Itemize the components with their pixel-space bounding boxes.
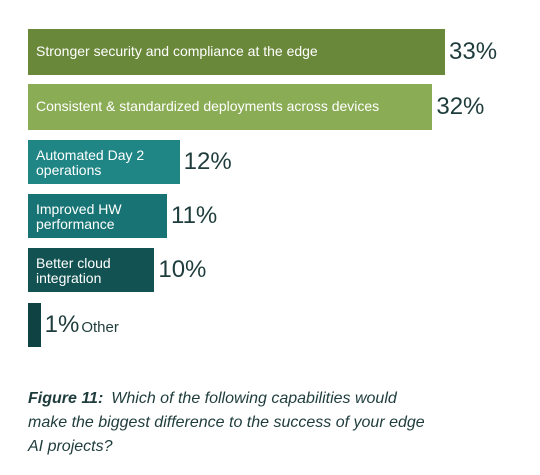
bar-chart: Stronger security and compliance at the … xyxy=(28,29,497,347)
value-percent: 10% xyxy=(158,256,207,283)
bar: Stronger security and compliance at the … xyxy=(28,29,445,75)
value-label: 1% Other xyxy=(45,312,119,341)
bar: Improved HW performance xyxy=(28,194,167,238)
bar-label: Automated Day 2 operations xyxy=(36,147,145,178)
value-label: 33% xyxy=(449,39,497,65)
value-percent: 1% xyxy=(44,311,80,338)
bar-label: Consistent & standardized deployments ac… xyxy=(36,98,380,114)
value-label: 10% xyxy=(158,257,206,283)
bar: Automated Day 2 operations xyxy=(28,140,180,184)
bar: Better cloud integration xyxy=(28,248,155,292)
bar: Consistent & standardized deployments ac… xyxy=(28,84,433,130)
value-percent: 33% xyxy=(449,38,498,65)
figure-number: Figure 11: xyxy=(28,390,104,407)
bar-label: Improved HW performance xyxy=(36,201,122,232)
value-percent: 32% xyxy=(436,93,485,120)
figure-caption: Figure 11: Which of the following capabil… xyxy=(28,387,428,459)
value-label: 11% xyxy=(171,203,217,229)
category-label-other: Other xyxy=(81,319,119,336)
value-percent: 12% xyxy=(183,148,232,175)
bar xyxy=(28,303,41,347)
value-label: 32% xyxy=(436,94,484,120)
value-label: 12% xyxy=(184,149,232,175)
value-percent: 11% xyxy=(171,202,218,229)
bar-label: Better cloud integration xyxy=(36,255,111,286)
bar-label: Stronger security and compliance at the … xyxy=(36,43,318,59)
figure-question: Which of the following capabilities woul… xyxy=(28,390,425,455)
